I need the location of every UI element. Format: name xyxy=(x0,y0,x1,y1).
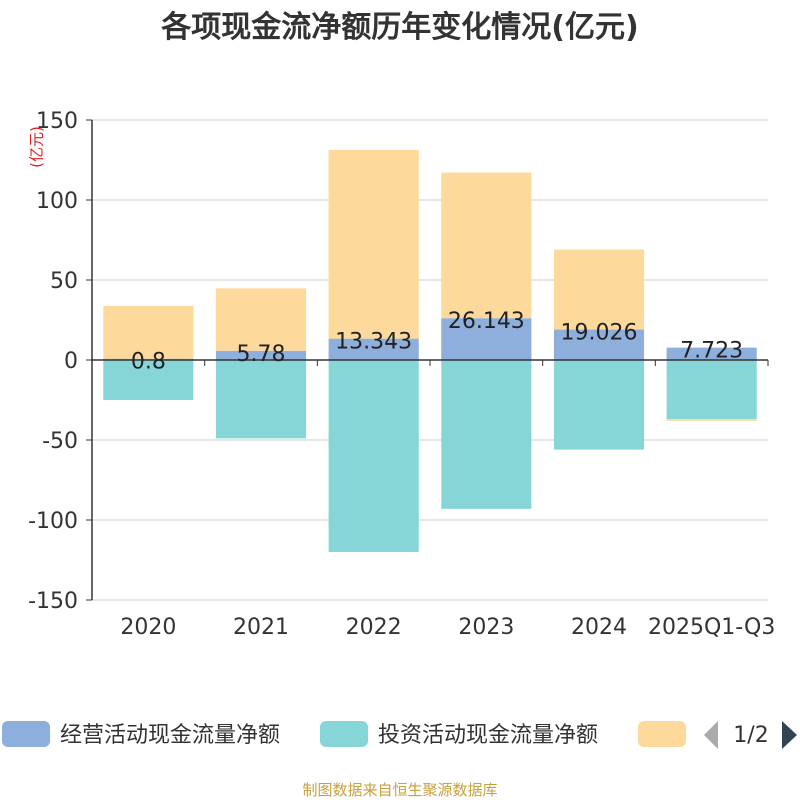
y-tick-label-6: -150 xyxy=(28,589,78,614)
legend-label-investing[interactable]: 投资活动现金流量净额 xyxy=(378,723,598,748)
bars xyxy=(103,149,757,552)
bar-series2-2020 xyxy=(103,305,194,359)
bar-series2-2025Q1-Q3 xyxy=(666,419,757,421)
y-tick-label-4: -50 xyxy=(42,429,78,454)
x-tick-label-3: 2023 xyxy=(458,615,514,640)
legend-swatch-financing[interactable] xyxy=(638,721,686,747)
legend: 经营活动现金流量净额 投资活动现金流量净额 1/2 xyxy=(2,721,797,749)
bar-series0-2021 xyxy=(215,350,307,360)
x-tick-label-4: 2024 xyxy=(571,615,627,640)
data-label-2023: 26.143 xyxy=(448,309,525,334)
y-tick-label-1: 100 xyxy=(36,189,78,214)
gridlines xyxy=(86,119,768,601)
data-label-2025Q1-Q3: 7.723 xyxy=(680,339,743,364)
bar-series1-2023 xyxy=(441,360,532,509)
source-note: 制图数据来自恒生聚源数据库 xyxy=(302,781,497,799)
y-axis-unit: (亿元) xyxy=(28,126,46,168)
bar-series1-2024 xyxy=(553,360,645,450)
bar-series2-2023 xyxy=(441,172,532,319)
data-labels: 0.8 5.78 13.343 26.143 19.026 7.723 xyxy=(131,309,743,375)
bar-series1-2025Q1-Q3 xyxy=(666,360,757,420)
tick-labels: 150 100 50 0 -50 -100 -150 2020 2021 2022 2023 2024… xyxy=(28,109,775,640)
bar-series2-2021 xyxy=(215,288,307,351)
chart-title: 各项现金流净额历年变化情况(亿元) xyxy=(160,10,638,45)
bar-series0-2023 xyxy=(441,318,532,360)
bar-series0-2022 xyxy=(328,338,419,360)
legend-next-page-icon[interactable] xyxy=(782,721,797,749)
legend-prev-page-icon[interactable] xyxy=(704,721,718,749)
y-tick-label-3: 0 xyxy=(64,349,78,374)
y-tick-label-2: 50 xyxy=(50,269,78,294)
legend-label-operating[interactable]: 经营活动现金流量净额 xyxy=(60,723,280,748)
data-label-2020: 0.8 xyxy=(131,350,166,375)
x-tick-label-5: 2025Q1-Q3 xyxy=(648,615,775,640)
bar-series0-2025Q1-Q3 xyxy=(666,347,757,360)
bar-series1-2021 xyxy=(215,360,307,439)
x-tick-label-2: 2022 xyxy=(346,615,402,640)
bar-series1-2022 xyxy=(328,360,419,552)
data-label-2022: 13.343 xyxy=(335,330,412,355)
x-tick-label-0: 2020 xyxy=(120,615,176,640)
y-tick-label-0: 150 xyxy=(36,109,78,134)
data-label-2024: 19.026 xyxy=(561,321,638,346)
y-tick-label-5: -100 xyxy=(28,509,78,534)
legend-page-indicator: 1/2 xyxy=(733,723,768,748)
axes xyxy=(91,120,769,600)
x-tick-label-1: 2021 xyxy=(233,615,289,640)
bar-series2-2022 xyxy=(328,149,419,339)
bar-series0-2024 xyxy=(553,329,645,360)
bar-series2-2024 xyxy=(553,249,645,330)
legend-swatch-investing[interactable] xyxy=(320,721,368,747)
bar-series1-2020 xyxy=(103,360,194,400)
data-label-2021: 5.78 xyxy=(237,342,286,367)
legend-swatch-operating[interactable] xyxy=(2,721,50,747)
